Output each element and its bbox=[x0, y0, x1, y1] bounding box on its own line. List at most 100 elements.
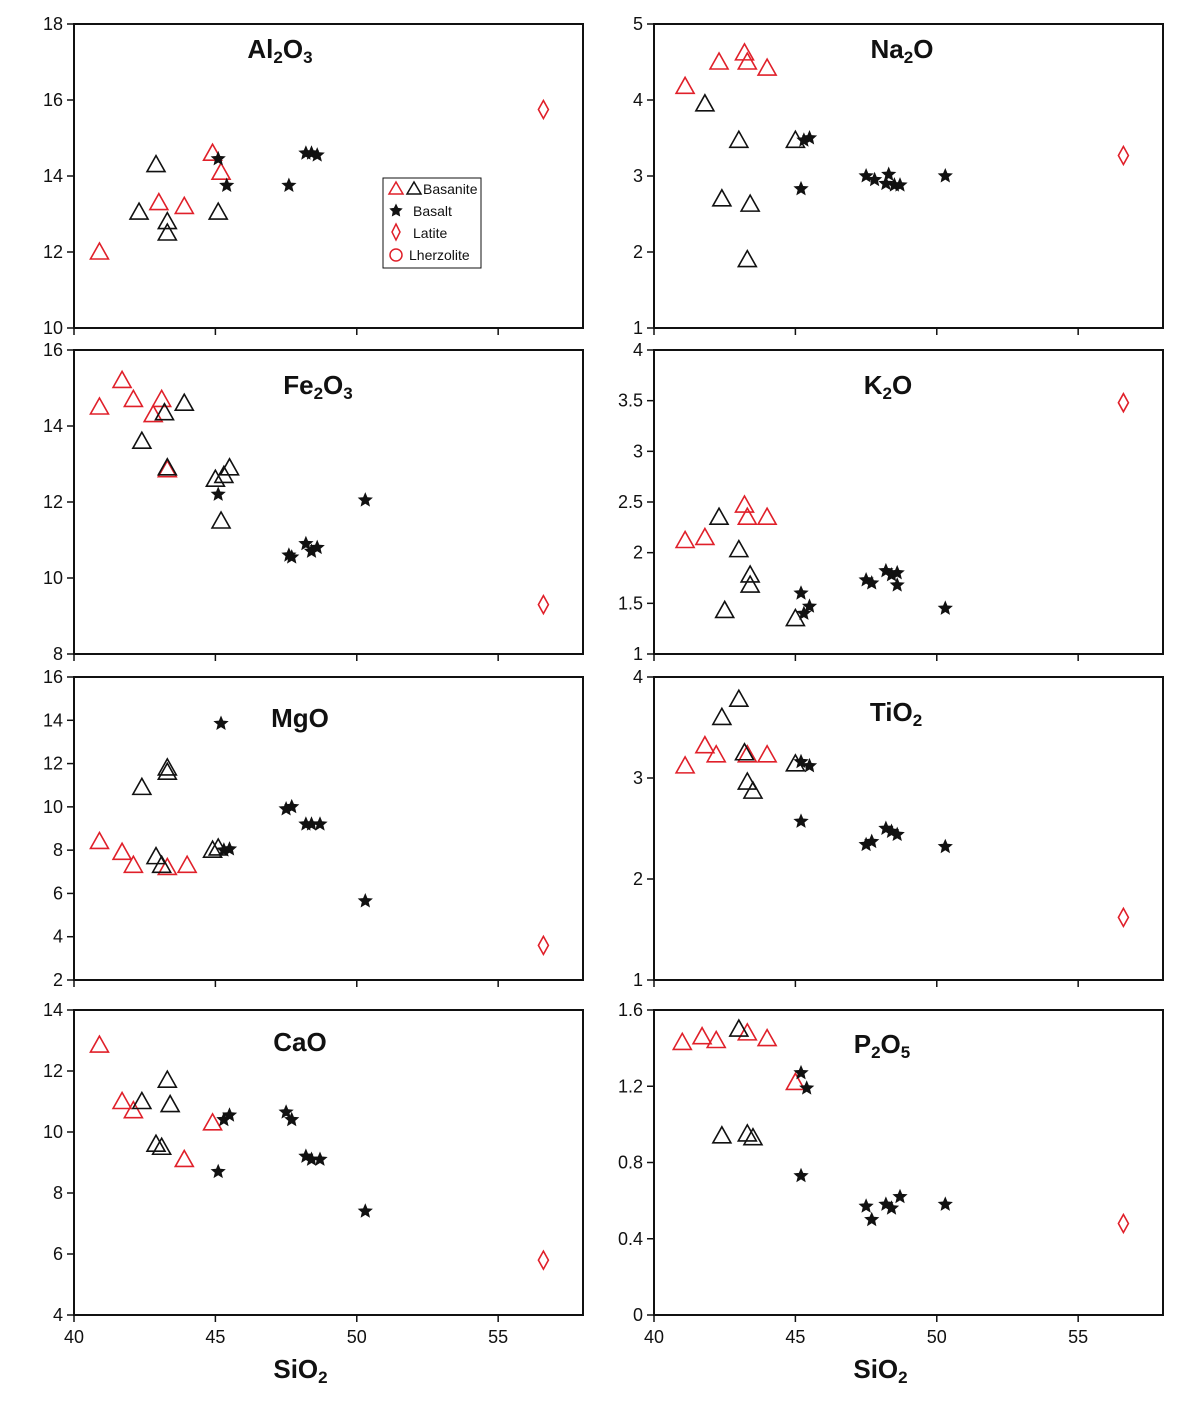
triangle-point bbox=[694, 735, 716, 754]
legend-entry-latite: Latite bbox=[391, 222, 447, 242]
series-basanite-triangle bbox=[711, 688, 806, 799]
x-tick-label: 55 bbox=[488, 1327, 508, 1347]
triangle-point bbox=[210, 510, 232, 529]
triangle-point bbox=[708, 51, 730, 70]
triangle-point bbox=[151, 388, 173, 408]
star-point bbox=[801, 130, 818, 145]
series-latite-diamond bbox=[537, 98, 550, 121]
y-tick-label: 14 bbox=[43, 166, 63, 186]
triangle-point bbox=[131, 430, 153, 450]
y-tick-label: 0.4 bbox=[618, 1229, 643, 1249]
star-point bbox=[219, 177, 235, 192]
triangle-point bbox=[176, 854, 198, 874]
triangle-point bbox=[202, 839, 223, 858]
y-tick-label: 16 bbox=[43, 667, 63, 687]
series-latite-diamond bbox=[1117, 1212, 1130, 1235]
panel-fe2o3: 8 10 12 14 16 Fe2O3 bbox=[43, 340, 584, 664]
panel-title: MgO bbox=[271, 703, 329, 733]
triangle-point bbox=[711, 706, 733, 726]
legend-diamond-icon bbox=[391, 222, 401, 242]
legend-label-basanite: Basanite bbox=[423, 181, 478, 197]
y-tick-label: 2.5 bbox=[618, 492, 643, 512]
star-point bbox=[210, 1163, 226, 1179]
y-tick-label: 12 bbox=[43, 1061, 63, 1081]
y-tick-label: 1 bbox=[633, 970, 643, 990]
triangle-point bbox=[708, 506, 730, 526]
triangle-point bbox=[156, 222, 178, 241]
triangle-point bbox=[123, 854, 144, 874]
triangle-point bbox=[714, 599, 736, 619]
y-tick-label: 10 bbox=[43, 1122, 63, 1142]
star-point bbox=[892, 1188, 908, 1204]
series-basanite-triangle bbox=[89, 1034, 223, 1168]
y-tick-label: 5 bbox=[633, 14, 643, 34]
series-basalt-star bbox=[210, 1104, 373, 1218]
diamond-point bbox=[537, 593, 550, 616]
series-basanite-triangle bbox=[708, 506, 806, 627]
legend-entry-basalt: Basalt bbox=[389, 203, 452, 219]
triangle-point bbox=[151, 854, 173, 874]
series-basalt-star bbox=[793, 1064, 953, 1227]
panel-title: P2O5 bbox=[854, 1029, 911, 1062]
star-point bbox=[867, 171, 883, 187]
triangle-point bbox=[89, 830, 110, 850]
x-tick-label: 50 bbox=[347, 1327, 367, 1347]
y-tick-label: 1 bbox=[633, 318, 643, 338]
y-tick-label: 1.5 bbox=[618, 593, 643, 613]
y-tick-label: 14 bbox=[43, 1000, 63, 1020]
triangle-point bbox=[734, 742, 755, 761]
star-point bbox=[937, 600, 953, 615]
series-basanite-triangle bbox=[89, 369, 178, 478]
triangle-point bbox=[756, 57, 778, 76]
triangle-point bbox=[156, 757, 178, 776]
series-latite-diamond bbox=[537, 1249, 550, 1271]
triangle-point bbox=[123, 1100, 144, 1119]
star-point bbox=[278, 1104, 294, 1119]
panel-al2o3: 10 12 14 16 18 Al2O3 bbox=[43, 14, 584, 338]
series-basanite-triangle bbox=[674, 494, 778, 549]
x-tick-label: 45 bbox=[785, 1327, 805, 1347]
plot-frame bbox=[653, 676, 1164, 981]
series-basalt-star bbox=[793, 753, 953, 854]
triangle-point bbox=[173, 392, 195, 412]
triangle-point bbox=[734, 42, 755, 61]
triangle-point bbox=[111, 841, 133, 861]
triangle-point bbox=[89, 1034, 110, 1053]
series-basalt-star bbox=[793, 130, 953, 196]
star-point bbox=[303, 816, 320, 831]
star-point bbox=[210, 150, 226, 166]
legend-label-basalt: Basalt bbox=[413, 203, 452, 219]
y-tick-label: 4 bbox=[53, 1305, 63, 1325]
legend-circle-icon bbox=[389, 248, 403, 262]
triangle-point bbox=[111, 369, 133, 389]
panel-title: K2O bbox=[864, 370, 912, 403]
star-point bbox=[878, 175, 894, 191]
star-point bbox=[284, 1111, 300, 1127]
panel-tio2: 1 2 3 4 TiO2 bbox=[633, 667, 1164, 990]
y-tick-label: 4 bbox=[633, 340, 643, 360]
y-tick-label: 1.2 bbox=[618, 1076, 643, 1096]
triangle-point bbox=[674, 755, 696, 774]
legend-label-lherzolite: Lherzolite bbox=[409, 247, 470, 263]
panel-mgo: 2 4 6 8 10 12 14 16 MgO bbox=[43, 667, 584, 990]
series-basalt-star bbox=[210, 486, 373, 564]
x-tick-label: 40 bbox=[644, 1327, 664, 1347]
triangle-point bbox=[785, 1071, 806, 1091]
y-tick-label: 4 bbox=[633, 90, 643, 110]
x-tick-label: 55 bbox=[1068, 1327, 1088, 1347]
series-basanite-triangle bbox=[128, 153, 229, 241]
series-basanite-triangle bbox=[671, 1022, 806, 1091]
star-point bbox=[284, 798, 300, 814]
diamond-point bbox=[537, 1249, 550, 1271]
star-point bbox=[858, 836, 874, 852]
triangle-point bbox=[705, 744, 727, 763]
y-tick-label: 14 bbox=[43, 416, 63, 436]
series-latite-diamond bbox=[537, 934, 550, 957]
series-basanite-triangle bbox=[89, 830, 198, 876]
x-tick-label: 50 bbox=[927, 1327, 947, 1347]
triangle-point bbox=[736, 1123, 758, 1142]
triangle-point bbox=[156, 1069, 178, 1088]
triangle-point bbox=[674, 75, 696, 95]
triangle-point bbox=[736, 771, 758, 790]
triangle-point bbox=[202, 1112, 223, 1131]
